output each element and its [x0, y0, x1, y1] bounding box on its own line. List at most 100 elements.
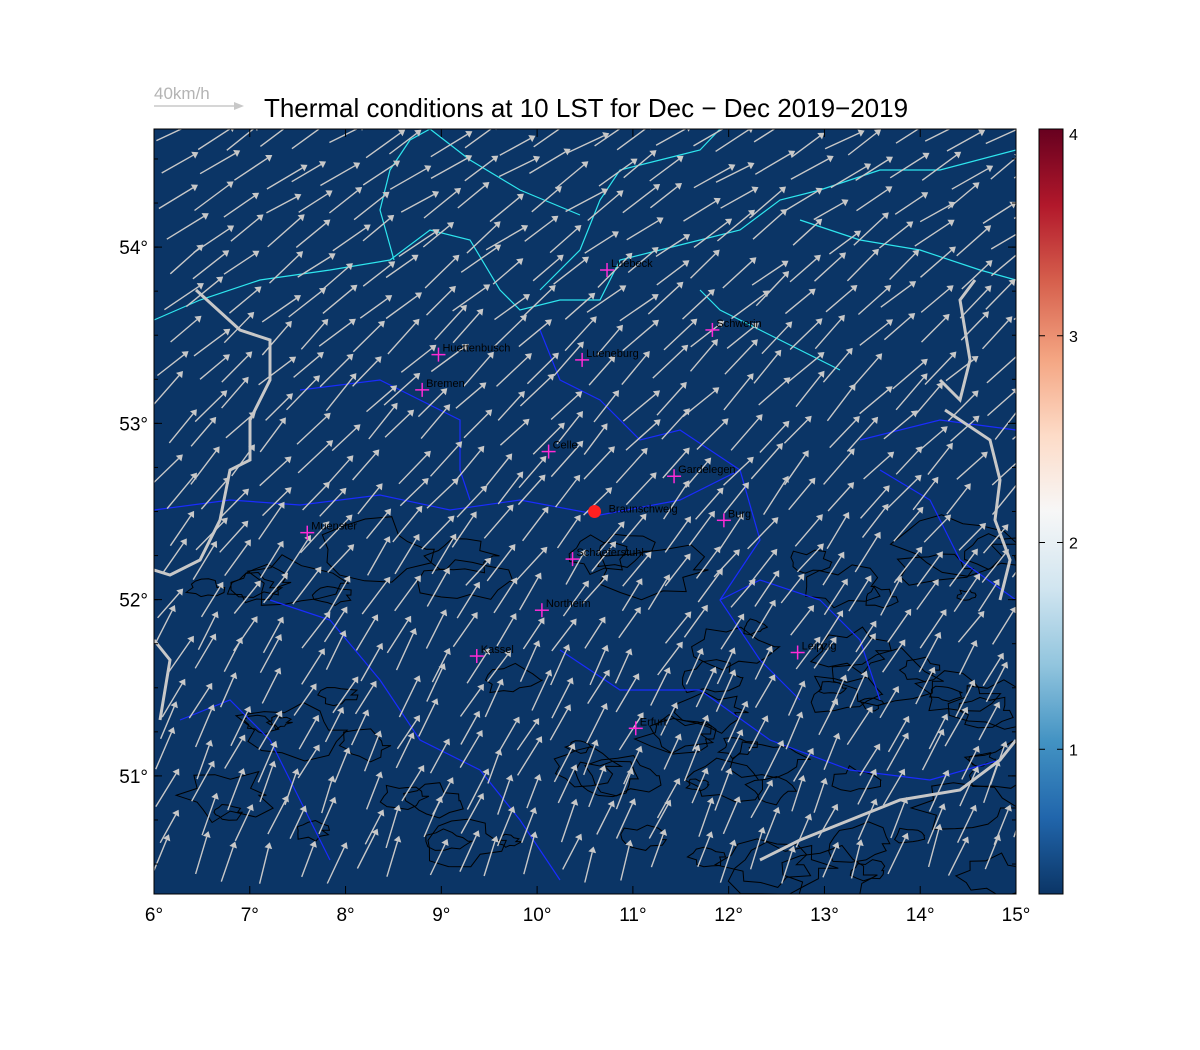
wind-arrow: [460, 793, 485, 834]
wind-arrow: [759, 420, 790, 453]
wind-arrow: [332, 224, 371, 252]
wind-arrow: [521, 807, 537, 844]
wind-arrow: [389, 165, 432, 190]
wind-arrow: [985, 129, 1016, 145]
wind-arrow: [663, 480, 690, 520]
wind-arrow: [517, 736, 543, 776]
wind-arrow: [953, 573, 980, 612]
wind-arrow: [321, 775, 336, 814]
wind-arrow: [553, 743, 576, 783]
contour-line: [584, 755, 662, 797]
wind-arrow: [720, 186, 759, 209]
wind-arrow: [591, 541, 617, 572]
wind-arrow: [550, 391, 583, 421]
wind-arrow: [813, 199, 849, 221]
wind-arrow: [392, 505, 423, 543]
wind-arrow: [401, 765, 425, 802]
wind-arrow: [691, 767, 709, 804]
wind-arrow: [928, 769, 950, 812]
wind-arrow: [981, 549, 1009, 583]
wind-arrow: [322, 263, 353, 290]
wind-arrow: [690, 320, 725, 348]
wind-arrow: [817, 610, 844, 650]
wind-arrow: [853, 212, 889, 246]
contour-line: [744, 775, 798, 806]
wind-arrow: [396, 715, 420, 750]
wind-arrow: [460, 710, 481, 745]
map-ticks: 6° 7° 8° 9° 10° 11° 12° 13° 14° 15° 51° 52° 53° 54°: [119, 129, 1030, 926]
wind-arrow: [597, 521, 625, 554]
wind-arrow: [556, 514, 581, 549]
wind-arrow: [562, 580, 589, 617]
wind-arrow: [466, 221, 501, 254]
wind-arrow: [533, 129, 561, 148]
wind-arrow: [912, 476, 939, 511]
wind-arrow: [754, 150, 796, 175]
state-borders: [154, 329, 1016, 881]
wind-arrow: [944, 706, 969, 747]
city-huettenbusch: Huettenbusch: [431, 343, 510, 362]
contour-line: [563, 740, 593, 754]
wind-arrow: [364, 809, 385, 845]
wind-arrow: [426, 478, 459, 509]
location-label: Braunschweig: [609, 504, 678, 516]
x-tick-label: 7°: [241, 905, 259, 926]
colorbar-tick-label: 4: [1069, 127, 1078, 144]
wind-arrow: [353, 191, 390, 221]
wind-arrow: [795, 370, 825, 408]
wind-arrow: [854, 531, 881, 573]
chart-title: Thermal conditions at 10 LST for Dec − D…: [264, 93, 908, 123]
wind-arrow: [499, 716, 520, 751]
wind-legend-arrow: [154, 102, 244, 110]
wind-arrow: [385, 254, 419, 279]
wind-arrow: [593, 390, 620, 423]
wind-arrow: [723, 456, 754, 486]
wind-arrow: [365, 508, 392, 540]
wind-arrow: [584, 616, 606, 649]
wind-arrow: [826, 383, 856, 422]
wind-arrow: [794, 514, 823, 547]
wind-arrow: [159, 809, 180, 844]
wind-arrow: [456, 485, 488, 518]
wind-arrow: [583, 446, 615, 480]
contour-line: [681, 659, 744, 694]
location-marker: Braunschweig: [588, 504, 678, 518]
wind-arrow: [846, 416, 879, 452]
x-tick-label: 11°: [619, 905, 646, 926]
wind-arrow: [156, 351, 189, 377]
wind-arrow: [425, 609, 448, 649]
wind-arrow: [549, 225, 582, 254]
wind-arrow: [233, 580, 261, 614]
wind-arrow: [879, 221, 914, 249]
wind-arrow: [257, 740, 278, 783]
city-erfurt: Erfurt: [628, 716, 667, 736]
wind-arrow: [531, 186, 562, 213]
wind-arrow: [649, 155, 684, 182]
national-border-line: [938, 279, 977, 403]
wind-arrow: [785, 711, 804, 750]
wind-arrow: [656, 778, 681, 819]
wind-arrow: [492, 258, 524, 285]
wind-arrow: [188, 682, 213, 719]
wind-arrow: [847, 129, 882, 156]
wind-arrow: [726, 322, 760, 349]
contour-line: [553, 746, 624, 788]
wind-arrow: [327, 575, 351, 614]
wind-arrow: [565, 188, 609, 213]
wind-arrow: [921, 313, 950, 343]
wind-arrow: [199, 354, 230, 380]
wind-arrow: [790, 132, 825, 158]
wind-arrow: [422, 222, 454, 248]
wind-arrow: [260, 540, 284, 579]
wind-arrow: [200, 581, 224, 618]
wind-arrow: [518, 455, 547, 489]
wind-legend-label: 40km/h: [154, 84, 210, 103]
wind-arrow: [484, 678, 504, 718]
wind-arrow: [299, 521, 330, 554]
wind-arrow: [796, 543, 824, 573]
wind-arrow: [497, 774, 514, 815]
wind-arrow: [990, 254, 1016, 277]
wind-arrow: [155, 605, 176, 643]
wind-arrow: [895, 129, 920, 144]
wind-arrow: [852, 353, 883, 387]
